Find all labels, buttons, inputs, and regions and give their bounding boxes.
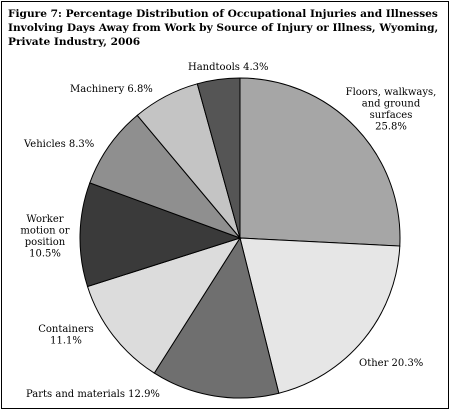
slice-label-machinery: Machinery 6.8% xyxy=(70,84,153,95)
pie-slice-parts-and-materials xyxy=(153,236,280,399)
slice-label-other: Other 20.3% xyxy=(359,358,423,369)
slice-label-handtools: Handtools 4.3% xyxy=(188,62,269,73)
pie-slice-floors-walkways-and-ground-surfaces xyxy=(239,77,401,247)
pie-slice-worker-motion-or-position xyxy=(79,182,242,288)
pie-slice-other xyxy=(239,237,401,394)
slice-label-vehicles: Vehicles 8.3% xyxy=(23,139,94,150)
pie-slice-handtools xyxy=(196,77,241,239)
pie-slice-containers xyxy=(86,237,242,374)
chart-title: Figure 7: Percentage Distribution of Occ… xyxy=(8,8,439,48)
slice-label-floors-walkways-and-ground-surfaces: Floors, walkways, and ground surfaces 25.8% xyxy=(346,87,437,133)
slice-label-parts-and-materials: Parts and materials 12.9% xyxy=(26,389,160,400)
slice-label-worker-motion-or-position: Worker motion or position 10.5% xyxy=(20,214,69,260)
slice-label-containers: Containers 11.1% xyxy=(38,324,94,347)
